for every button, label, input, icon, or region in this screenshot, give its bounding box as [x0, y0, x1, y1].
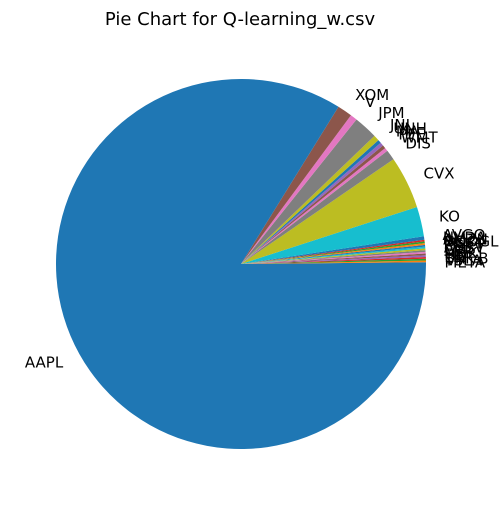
pie-slice-avgo: [241, 236, 425, 264]
pie-label-amzn: AMZN: [443, 231, 488, 249]
pie-label-cvx: CVX: [424, 165, 455, 183]
pie-label-v: V: [365, 93, 376, 111]
pie-label-jpm: JPM: [377, 104, 404, 122]
pie-slice-abbv: [241, 248, 426, 264]
pie-label-dis: DIS: [405, 135, 431, 153]
pie-label-unh: UNH: [393, 120, 426, 138]
pie-slice-xom: [241, 106, 351, 264]
pie-label-pfe: PFE: [398, 125, 425, 143]
pie-label-msft: MSFT: [444, 234, 485, 252]
pie-label-wmt: WMT: [401, 128, 439, 146]
pie-slice-cost: [241, 250, 426, 264]
pie-slice-amzn: [241, 241, 425, 264]
pie-slice-cvx: [241, 159, 417, 264]
pie-slice-jnj: [241, 135, 379, 264]
pie-label-meta: META: [445, 254, 486, 272]
pie-label-lly: LLY: [444, 248, 469, 266]
pie-slice-ko: [241, 206, 424, 264]
pie-slice-dis: [241, 150, 394, 264]
pie-slice-pep: [241, 251, 426, 264]
pie-label-googl: GOOGL: [443, 233, 499, 251]
pie-slice-ma: [241, 142, 383, 264]
pie-slice-v: [241, 115, 357, 264]
pie-label-abbv: ABBV: [444, 238, 485, 256]
pie-slice-aapl: [55, 78, 426, 449]
pie-slice-tsla: [241, 260, 426, 264]
pie-label-aapl: AAPL: [25, 353, 64, 371]
pie-label-xom: XOM: [355, 86, 389, 104]
pie-label-mrk: MRK: [444, 244, 478, 262]
pie-label-cost: COST: [444, 240, 486, 258]
pie-label-ma: MA: [396, 123, 420, 141]
pie-slice-lly: [241, 257, 426, 264]
pie-labels: METATSLABRK-BLLYHDMRKPEPCOSTABBVPGMSFTGO…: [25, 86, 499, 371]
pie-label-pep: PEP: [444, 242, 472, 260]
pie-label-nvda: NVDA: [443, 229, 487, 247]
pie-slice-hd: [241, 255, 426, 264]
pie-label-pg: PG: [444, 236, 465, 254]
pie-label-hd: HD: [444, 246, 467, 264]
pie-slice-meta: [241, 262, 426, 264]
pie-slice-mrk: [241, 253, 426, 264]
chart-title: Pie Chart for Q-learning_w.csv: [105, 9, 376, 30]
pie-label-jnj: JNJ: [389, 116, 410, 134]
pie-slice-unh: [241, 140, 381, 264]
pie-label-avgo: AVGO: [442, 226, 485, 244]
pie-slice-jpm: [241, 119, 375, 265]
pie-slice-brk-b: [241, 258, 426, 264]
pie-slice-googl: [241, 243, 426, 264]
pie-slice-pfe: [241, 145, 386, 264]
pie-label-tsla: TSLA: [443, 252, 482, 270]
pie-slice-pg: [241, 246, 426, 264]
pie-slice-wmt: [241, 148, 388, 264]
pie-label-ko: KO: [439, 208, 460, 226]
pie-slice-nvda: [241, 239, 425, 264]
pie-slice-msft: [241, 244, 426, 264]
pie-label-brk-b: BRK-B: [444, 250, 488, 268]
pie-slices: [55, 78, 426, 449]
